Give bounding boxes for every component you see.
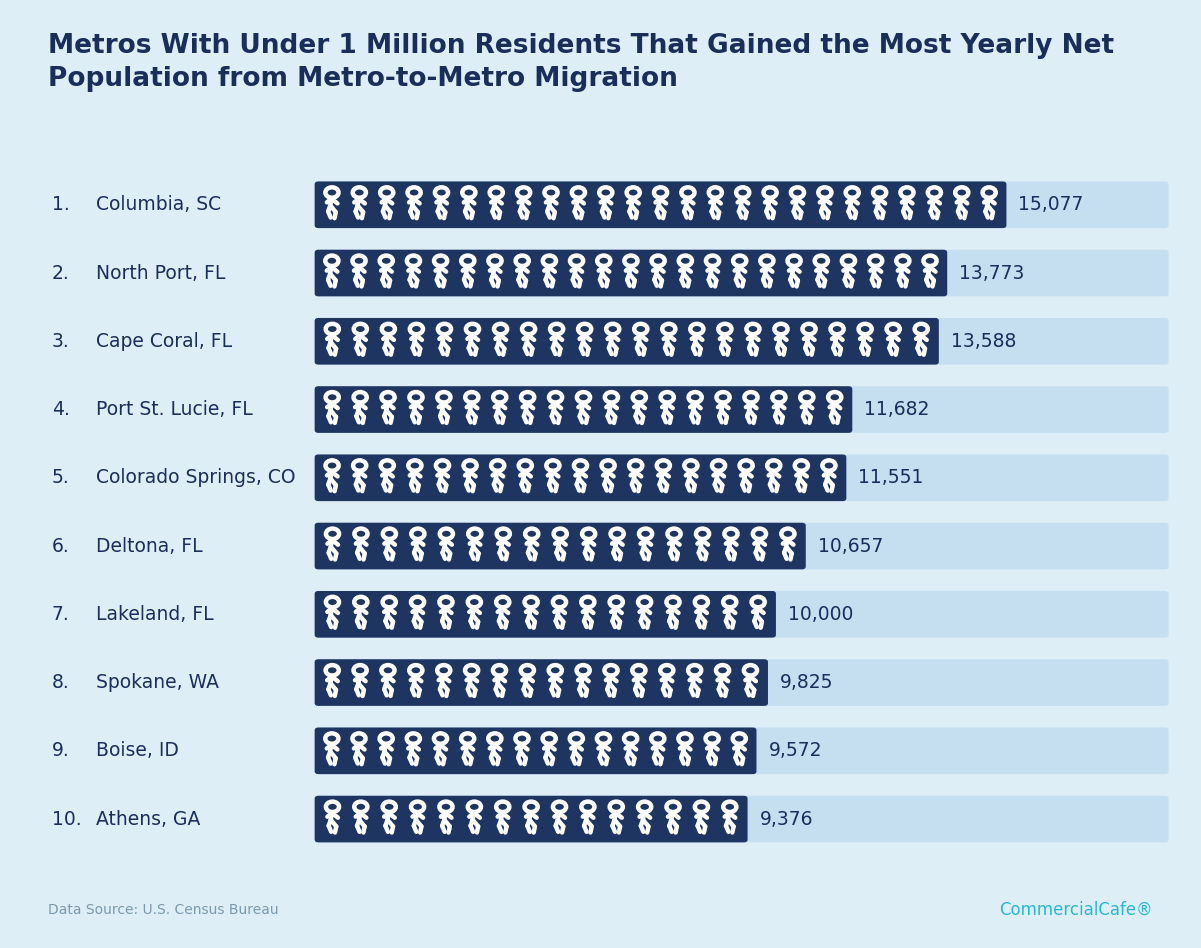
Text: 9,376: 9,376 <box>759 810 813 829</box>
Text: Athens, GA: Athens, GA <box>96 810 201 829</box>
Text: 10,000: 10,000 <box>788 605 853 624</box>
Text: 11,682: 11,682 <box>865 400 930 419</box>
Text: 8.: 8. <box>52 673 70 692</box>
Text: Columbia, SC: Columbia, SC <box>96 195 221 214</box>
Text: 15,077: 15,077 <box>1018 195 1083 214</box>
Text: Population from Metro-to-Metro Migration: Population from Metro-to-Metro Migration <box>48 66 677 92</box>
Text: Data Source: U.S. Census Bureau: Data Source: U.S. Census Bureau <box>48 903 279 917</box>
Text: 10,657: 10,657 <box>818 537 883 556</box>
Text: 7.: 7. <box>52 605 70 624</box>
Text: Cape Coral, FL: Cape Coral, FL <box>96 332 232 351</box>
Text: 13,588: 13,588 <box>951 332 1016 351</box>
Text: 1.: 1. <box>52 195 70 214</box>
Text: 3.: 3. <box>52 332 70 351</box>
Text: 10.: 10. <box>52 810 82 829</box>
Text: Boise, ID: Boise, ID <box>96 741 179 760</box>
Text: 9,572: 9,572 <box>769 741 821 760</box>
Text: 9,825: 9,825 <box>779 673 833 692</box>
Text: 11,551: 11,551 <box>859 468 924 487</box>
Text: 5.: 5. <box>52 468 70 487</box>
Text: 2.: 2. <box>52 264 70 283</box>
Text: North Port, FL: North Port, FL <box>96 264 226 283</box>
Text: Spokane, WA: Spokane, WA <box>96 673 219 692</box>
Text: 13,773: 13,773 <box>960 264 1024 283</box>
Text: 4.: 4. <box>52 400 70 419</box>
Text: Deltona, FL: Deltona, FL <box>96 537 203 556</box>
Text: CommercialCafe®: CommercialCafe® <box>999 902 1153 919</box>
Text: Metros With Under 1 Million Residents That Gained the Most Yearly Net: Metros With Under 1 Million Residents Th… <box>48 33 1115 59</box>
Text: Colorado Springs, CO: Colorado Springs, CO <box>96 468 295 487</box>
Text: 9.: 9. <box>52 741 70 760</box>
Text: Lakeland, FL: Lakeland, FL <box>96 605 214 624</box>
Text: Port St. Lucie, FL: Port St. Lucie, FL <box>96 400 253 419</box>
Text: 6.: 6. <box>52 537 70 556</box>
